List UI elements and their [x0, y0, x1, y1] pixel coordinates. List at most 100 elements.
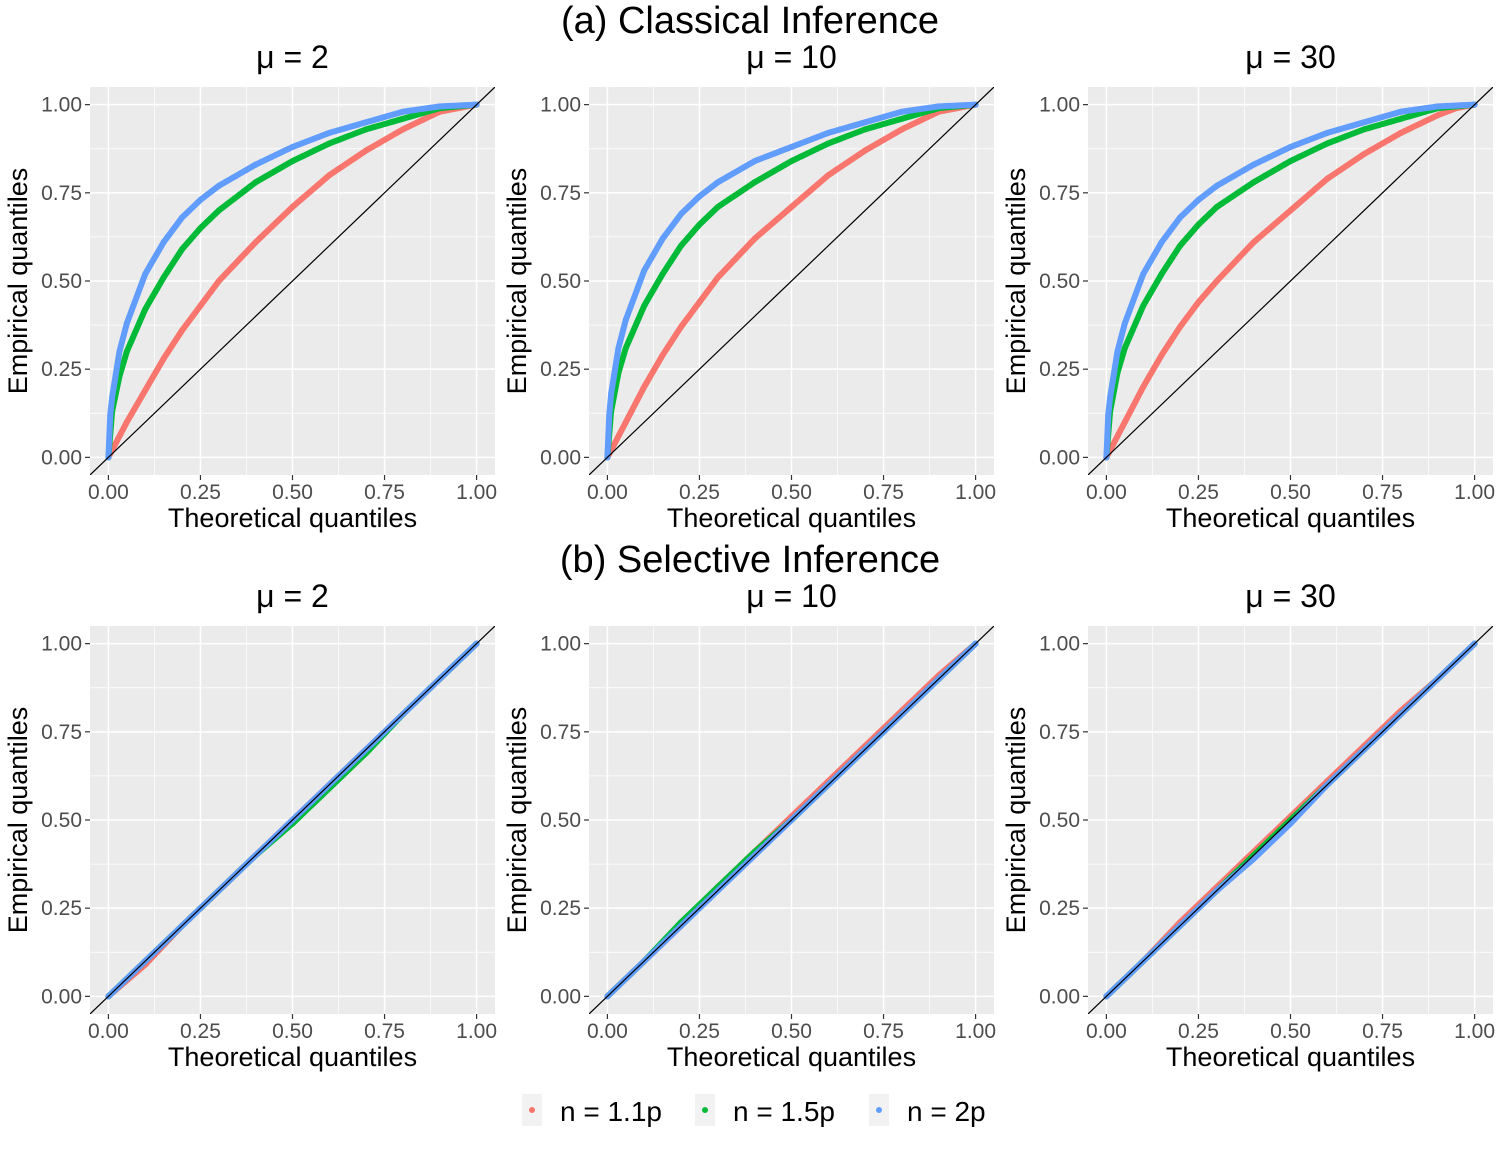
x-tick-label: 0.00: [587, 1020, 628, 1043]
data-point: [1158, 239, 1165, 246]
data-point: [898, 126, 905, 133]
data-point: [1434, 103, 1441, 110]
y-tick-label: 0.75: [1039, 182, 1080, 205]
x-tick-label: 0.75: [1362, 1020, 1403, 1043]
data-point: [862, 119, 869, 126]
data-point: [1324, 140, 1331, 147]
data-point: [862, 147, 869, 154]
data-point: [678, 323, 685, 330]
data-point: [1324, 175, 1331, 182]
y-tick-label: 1.00: [41, 94, 82, 117]
data-point: [289, 158, 296, 165]
data-point: [1140, 302, 1147, 309]
y-tick-label: 0.25: [540, 897, 581, 920]
legend-item: n = 1.1p: [522, 1094, 662, 1127]
data-point: [1107, 394, 1114, 401]
legend-marker: [529, 1107, 535, 1113]
y-tick-label: 0.50: [41, 809, 82, 832]
data-point: [1361, 151, 1368, 158]
data-point: [179, 327, 186, 334]
data-point: [825, 172, 832, 179]
series-line: [105, 101, 480, 461]
series-n-2p: [105, 101, 480, 461]
legend-item: n = 1.5p: [695, 1094, 835, 1127]
data-point: [1434, 112, 1441, 119]
panel-title: μ = 10: [746, 578, 837, 614]
data-point: [399, 126, 406, 133]
x-tick-label: 0.25: [1178, 481, 1219, 504]
y-axis-label: Empirical quantiles: [1001, 168, 1031, 395]
data-point: [1105, 412, 1112, 419]
x-tick-label: 1.00: [955, 1020, 996, 1043]
x-tick-label: 0.00: [88, 481, 129, 504]
data-point: [1361, 119, 1368, 126]
data-point: [1177, 323, 1184, 330]
data-point: [160, 355, 167, 362]
data-point: [142, 306, 149, 313]
data-point: [1177, 242, 1184, 249]
y-tick-label: 0.00: [1039, 985, 1080, 1008]
x-tick-label: 0.25: [679, 1020, 720, 1043]
data-point: [1195, 196, 1202, 203]
series-line: [1103, 101, 1478, 461]
data-point: [898, 115, 905, 122]
x-tick-label: 0.75: [364, 1020, 405, 1043]
data-point: [363, 126, 370, 133]
y-tick-label: 1.00: [1039, 633, 1080, 656]
qq-panel: μ = 30 0.00 0.25 0.50 0.75 1.00 0.00 0.25 0.50 0.…: [1001, 39, 1495, 533]
x-tick-label: 0.25: [180, 481, 221, 504]
legend-label: n = 1.5p: [733, 1096, 835, 1127]
x-tick-label: 1.00: [456, 481, 497, 504]
reference-line: [90, 87, 495, 475]
data-point: [1140, 270, 1147, 277]
data-point: [606, 412, 613, 419]
x-tick-label: 1.00: [955, 481, 996, 504]
y-tick-label: 0.75: [1039, 721, 1080, 744]
legend-label: n = 2p: [907, 1096, 986, 1127]
x-tick-label: 1.00: [456, 1020, 497, 1043]
data-point: [898, 108, 905, 115]
data-point: [179, 214, 186, 221]
panel-title: μ = 2: [256, 578, 329, 614]
data-point: [751, 235, 758, 242]
data-point: [363, 147, 370, 154]
data-point: [1121, 419, 1128, 426]
y-tick-label: 0.75: [540, 721, 581, 744]
data-point: [622, 345, 629, 352]
data-point: [1213, 203, 1220, 210]
data-point: [1250, 239, 1257, 246]
reference-line: [90, 626, 495, 1014]
series-line: [604, 101, 979, 461]
series-line: [604, 101, 979, 461]
x-tick-label: 0.25: [679, 481, 720, 504]
x-tick-label: 0.00: [1086, 481, 1127, 504]
y-axis-label: Empirical quantiles: [502, 707, 532, 934]
y-tick-label: 0.25: [41, 358, 82, 381]
data-point: [1158, 352, 1165, 359]
data-point: [696, 221, 703, 228]
data-point: [289, 143, 296, 150]
y-tick-label: 0.25: [1039, 358, 1080, 381]
data-point: [1121, 320, 1128, 327]
y-axis-label: Empirical quantiles: [502, 168, 532, 395]
data-point: [641, 302, 648, 309]
data-point: [659, 352, 666, 359]
data-point: [197, 302, 204, 309]
y-axis-label: Empirical quantiles: [3, 168, 33, 395]
x-tick-label: 0.25: [1178, 1020, 1219, 1043]
data-point: [615, 345, 622, 352]
y-tick-label: 0.00: [41, 446, 82, 469]
data-point: [641, 383, 648, 390]
legend-marker: [702, 1107, 708, 1113]
data-point: [1397, 115, 1404, 122]
data-point: [326, 172, 333, 179]
data-point: [116, 348, 123, 355]
y-tick-label: 1.00: [540, 94, 581, 117]
reference-line: [1088, 626, 1493, 1014]
data-point: [215, 207, 222, 214]
data-point: [788, 203, 795, 210]
data-point: [252, 179, 259, 186]
x-tick-label: 0.75: [364, 481, 405, 504]
data-point: [197, 196, 204, 203]
y-tick-label: 0.25: [540, 358, 581, 381]
